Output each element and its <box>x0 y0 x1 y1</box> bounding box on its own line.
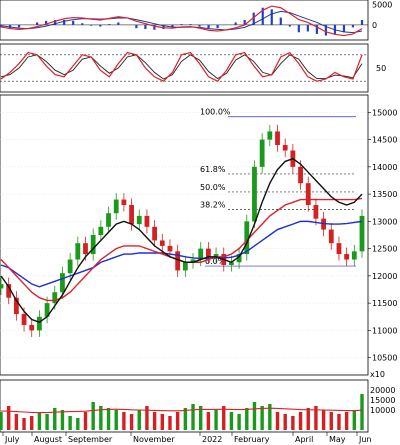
candlesticks <box>0 124 365 337</box>
price-tick-label: 13000 <box>372 217 397 226</box>
stochastic-tick-label: 50 <box>376 64 386 73</box>
moving-averages <box>0 157 363 323</box>
candle-body <box>282 145 288 151</box>
fib-level-label: 61.8% <box>200 165 226 174</box>
price-tick-label: 11000 <box>372 326 397 335</box>
candle-body <box>275 131 280 146</box>
candle-body <box>236 254 242 263</box>
stochastic-series <box>0 51 368 82</box>
fib-level-label: 38.2% <box>200 200 226 209</box>
candle-body <box>136 215 142 225</box>
candle-body <box>52 292 58 304</box>
x-tick-label: April <box>295 435 313 444</box>
volume-tick-label: 20000 <box>370 386 395 395</box>
candle-body <box>75 243 81 260</box>
macd-tick-label: 0 <box>372 21 377 30</box>
candle-body <box>21 314 27 325</box>
candle-body <box>313 205 319 219</box>
price-tick-label: 11500 <box>372 299 397 308</box>
price-tick-label: 13500 <box>372 190 397 199</box>
candle-body <box>244 221 250 255</box>
ma-black-line <box>0 157 363 323</box>
candle-body <box>144 215 150 227</box>
candle-body <box>252 166 257 222</box>
candle-body <box>60 273 65 293</box>
candle-body <box>167 245 173 252</box>
fib-level-label: 0.0% <box>205 257 226 266</box>
candle-body <box>29 324 35 331</box>
macd-panel <box>0 0 369 41</box>
candle-body <box>336 243 342 255</box>
price-tick-label: 12000 <box>372 272 397 281</box>
x-tick-label: July <box>4 435 20 444</box>
volume-ma-line <box>0 407 363 414</box>
volume-panel <box>0 379 369 433</box>
price-tick-label: 12500 <box>372 245 397 254</box>
x-tick-label: May <box>329 435 346 444</box>
x-tick-label: September <box>68 435 113 444</box>
candle-body <box>121 199 127 206</box>
candle-body <box>83 243 88 255</box>
candle-body <box>305 183 311 206</box>
candle-body <box>106 213 111 227</box>
price-panel <box>0 94 369 376</box>
x-tick-label: November <box>133 435 175 444</box>
candle-body <box>205 248 211 257</box>
volume-unit-label: x10 <box>370 370 385 379</box>
candle-body <box>67 259 73 274</box>
candle-body <box>359 215 365 252</box>
candle-body <box>113 199 119 214</box>
volume-bars <box>0 394 364 430</box>
stochastic-k-line <box>0 51 363 82</box>
volume-tick-label: 10000 <box>370 406 395 415</box>
ma-blue-line <box>0 220 363 288</box>
x-tick-label: August <box>34 435 62 444</box>
candle-body <box>37 316 42 331</box>
candle-body <box>229 262 234 265</box>
candle-body <box>6 284 12 298</box>
candle-body <box>198 248 204 260</box>
candle-body <box>159 240 165 246</box>
fib-level-label: 50.0% <box>200 183 226 192</box>
candle-body <box>351 251 357 260</box>
price-tick-label: 14500 <box>372 136 397 145</box>
candle-body <box>328 229 334 244</box>
candle-body <box>98 226 104 235</box>
candle-body <box>129 205 134 225</box>
price-tick-label: 14000 <box>372 163 397 172</box>
volume-tick-label: 15000 <box>370 396 395 405</box>
candle-body <box>182 262 188 271</box>
candle-body <box>190 259 196 263</box>
x-tick-label: February <box>234 435 270 444</box>
macd-line <box>0 5 363 37</box>
candle-body <box>13 297 19 315</box>
x-tick-label: Jun <box>358 435 372 444</box>
macd-series <box>0 5 368 37</box>
candle-body <box>259 139 265 167</box>
fib-level-label: 100.0% <box>200 108 231 117</box>
stochastic-d-line <box>0 54 363 80</box>
candle-body <box>213 254 219 257</box>
candle-body <box>267 131 273 140</box>
x-tick-label: 2022 <box>202 435 222 444</box>
macd-tick-label: 5000 <box>372 0 392 9</box>
candle-body <box>344 254 350 260</box>
fibonacci-levels: 100.0% 61.8% 50.0% 38.2% 0.0% <box>200 108 356 267</box>
stochastic-panel <box>0 43 369 93</box>
price-tick-label: 10500 <box>372 354 397 363</box>
candle-body <box>298 166 303 184</box>
candle-body <box>90 235 96 255</box>
candle-body <box>44 303 50 317</box>
candle-body <box>0 284 4 289</box>
candle-body <box>175 251 181 271</box>
price-tick-label: 15000 <box>372 108 397 117</box>
candle-body <box>152 226 158 241</box>
